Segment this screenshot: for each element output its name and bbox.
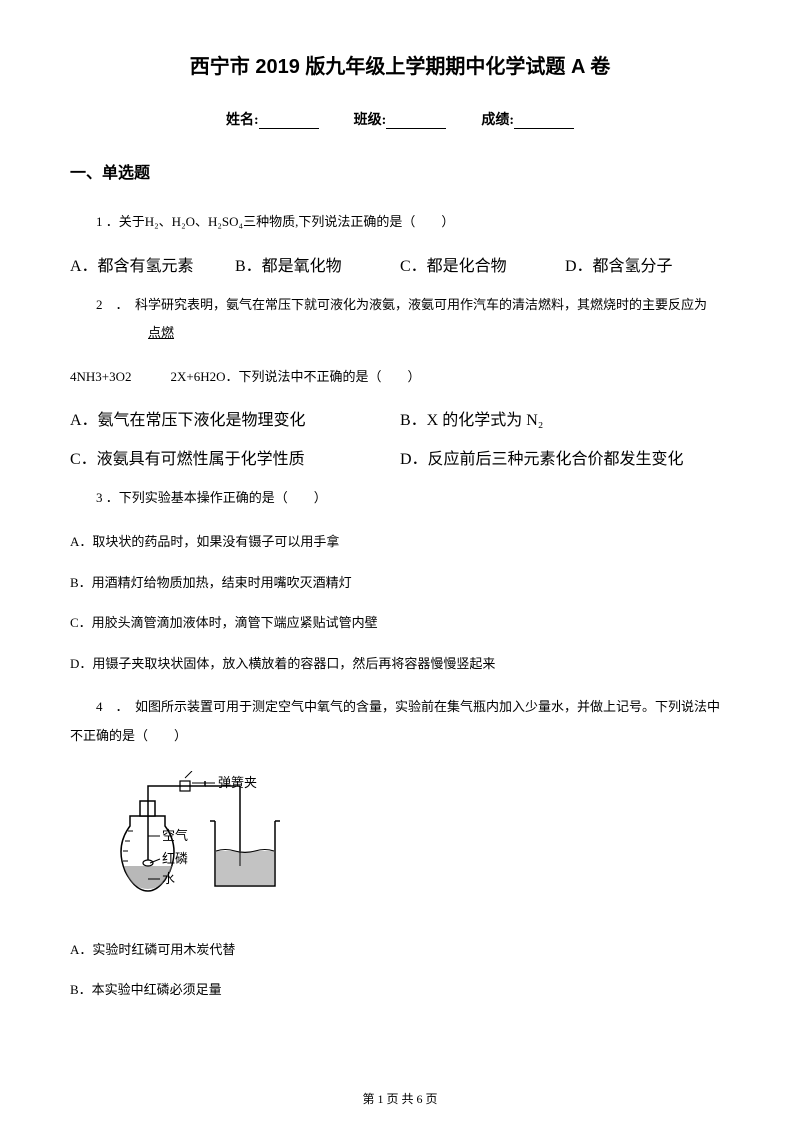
q1-optB: B．都是氧化物 [235,252,400,276]
q3-optC: C．用胶头滴管滴加液体时，滴管下端应紧贴试管内壁 [70,609,730,638]
q2-options-row2: C．液氨具有可燃性属于化学性质 D．反应前后三种元素化合价都发生变化 [70,445,730,469]
question-1: 1 ．关于H₂、H₂O、H₂SO₄三种物质,下列说法正确的是（ ） [70,208,730,237]
q4-optB: B．本实验中红磷必须足量 [70,976,730,1005]
question-4: 4 ． 如图所示装置可用于测定空气中氧气的含量，实验前在集气瓶内加入少量水，并做… [70,693,730,750]
q1-optA: A．都含有氢元素 [70,252,235,276]
question-2: 2 ． 科学研究表明，氨气在常压下就可液化为液氨，液氨可用作汽车的清洁燃料，其燃… [70,291,730,348]
q4-stem: 4 ． 如图所示装置可用于测定空气中氧气的含量，实验前在集气瓶内加入少量水，并做… [70,693,730,750]
page-title: 西宁市 2019 版九年级上学期期中化学试题 A 卷 [70,50,730,79]
q2-options-row1: A．氨气在常压下液化是物理变化 B．X 的化学式为 N₂ [70,406,730,430]
class-blank [386,115,446,129]
q4-optA: A．实验时红磷可用木炭代替 [70,936,730,965]
class-label: 班级: [354,113,387,128]
q2-optD: D．反应前后三种元素化合价都发生变化 [400,445,730,469]
q3-stem: 3 ．下列实验基本操作正确的是（ ） [70,484,730,513]
q2-line2: 点燃 [70,319,730,348]
q2-line3: 4NH3+3O2 2X+6H2O．下列说法中不正确的是（ ） [70,363,730,392]
q3-options: A．取块状的药品时，如果没有镊子可以用手拿 B．用酒精灯给物质加热，结束时用嘴吹… [70,528,730,678]
q1-optC: C．都是化合物 [400,252,565,276]
q1-formula: H₂、H₂O、H₂SO₄ [145,214,243,229]
q3-optD: D．用镊子夹取块状固体，放入横放着的容器口，然后再将容器慢慢竖起来 [70,650,730,679]
q2-optC: C．液氨具有可燃性属于化学性质 [70,445,400,469]
q1-stem: 1 ．关于H₂、H₂O、H₂SO₄三种物质,下列说法正确的是（ ） [70,208,730,237]
score-blank [514,115,574,129]
phos-label: 红磷 [162,851,188,866]
q3-optB: B．用酒精灯给物质加热，结束时用嘴吹灭酒精灯 [70,569,730,598]
name-label: 姓名: [226,113,259,128]
q4-options: A．实验时红磷可用木炭代替 B．本实验中红磷必须足量 [70,936,730,1005]
name-blank [259,115,319,129]
section-header: 一、单选题 [70,159,730,183]
q2-line1: 2 ． 科学研究表明，氨气在常压下就可液化为液氨，液氨可用作汽车的清洁燃料，其燃… [70,291,730,320]
q4-diagram: 弹簧夹 空气 红磷 水 [110,771,730,916]
water-label: 水 [162,871,175,886]
score-label: 成绩: [481,113,514,128]
page-footer: 第 1 页 共 6 页 [0,1090,800,1107]
q2-optB: B．X 的化学式为 N₂ [400,406,730,430]
question-3: 3 ．下列实验基本操作正确的是（ ） [70,484,730,513]
q1-options: A．都含有氢元素 B．都是氧化物 C．都是化合物 D．都含氢分子 [70,252,730,276]
air-label: 空气 [162,828,188,843]
q2-optA: A．氨气在常压下液化是物理变化 [70,406,400,430]
clip-label: 弹簧夹 [218,775,257,790]
q1-optD: D．都含氢分子 [565,252,730,276]
q1-prefix: 1 ．关于 [96,214,145,229]
q3-optA: A．取块状的药品时，如果没有镊子可以用手拿 [70,528,730,557]
q1-suffix: 三种物质,下列说法正确的是（ ） [243,214,454,229]
student-info-line: 姓名: 班级: 成绩: [70,109,730,129]
